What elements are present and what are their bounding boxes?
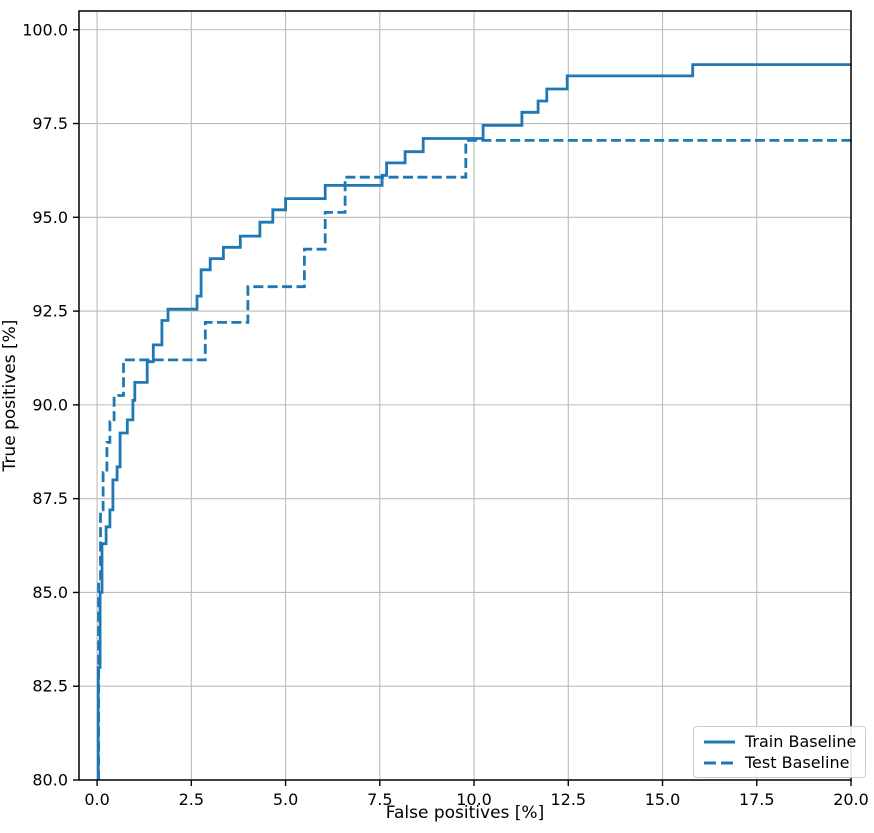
- axes: 0.0 2.5 5.0 7.5 10.0 12.5 15.0 17.5 20.0 80.0 82.5…: [22, 10, 869, 809]
- train-baseline-curve: [96, 63, 851, 780]
- y-tick-label: 90.0: [32, 395, 68, 414]
- x-tick-label: 0.0: [84, 790, 109, 809]
- solid-line-icon: [704, 740, 735, 743]
- y-tick-label: 82.5: [32, 677, 68, 696]
- x-tick-label: 10.0: [456, 790, 492, 809]
- x-tick-label: 5.0: [273, 790, 298, 809]
- legend-item-test: Test Baseline: [703, 752, 856, 773]
- x-tick-label: 15.0: [645, 790, 681, 809]
- test-baseline-curve: [97, 139, 851, 780]
- y-tick-label: 87.5: [32, 489, 68, 508]
- y-tick-label: 92.5: [32, 302, 68, 321]
- y-tick-label: 97.5: [32, 114, 68, 133]
- curves: [96, 63, 851, 780]
- x-tick-label: 12.5: [550, 790, 586, 809]
- legend-label: Test Baseline: [745, 753, 850, 772]
- x-tick-label: 17.5: [739, 790, 775, 809]
- legend: Train Baseline Test Baseline: [693, 726, 867, 778]
- y-tick-label: 80.0: [32, 771, 68, 790]
- y-axis-label: True positives [%]: [0, 320, 20, 473]
- legend-item-train: Train Baseline: [703, 731, 856, 752]
- y-tick-label: 85.0: [32, 583, 68, 602]
- y-tick-label: 95.0: [32, 208, 68, 227]
- x-tick-label: 2.5: [179, 790, 204, 809]
- x-tick-label: 7.5: [367, 790, 392, 809]
- plot-border: [78, 10, 852, 781]
- dashed-line-icon: [704, 761, 735, 764]
- x-axis-label: False positives [%]: [386, 803, 544, 823]
- y-tick-label: 100.0: [22, 20, 68, 39]
- legend-label: Train Baseline: [745, 732, 857, 751]
- grid-lines: [79, 11, 852, 781]
- x-tick-label: 20.0: [833, 790, 869, 809]
